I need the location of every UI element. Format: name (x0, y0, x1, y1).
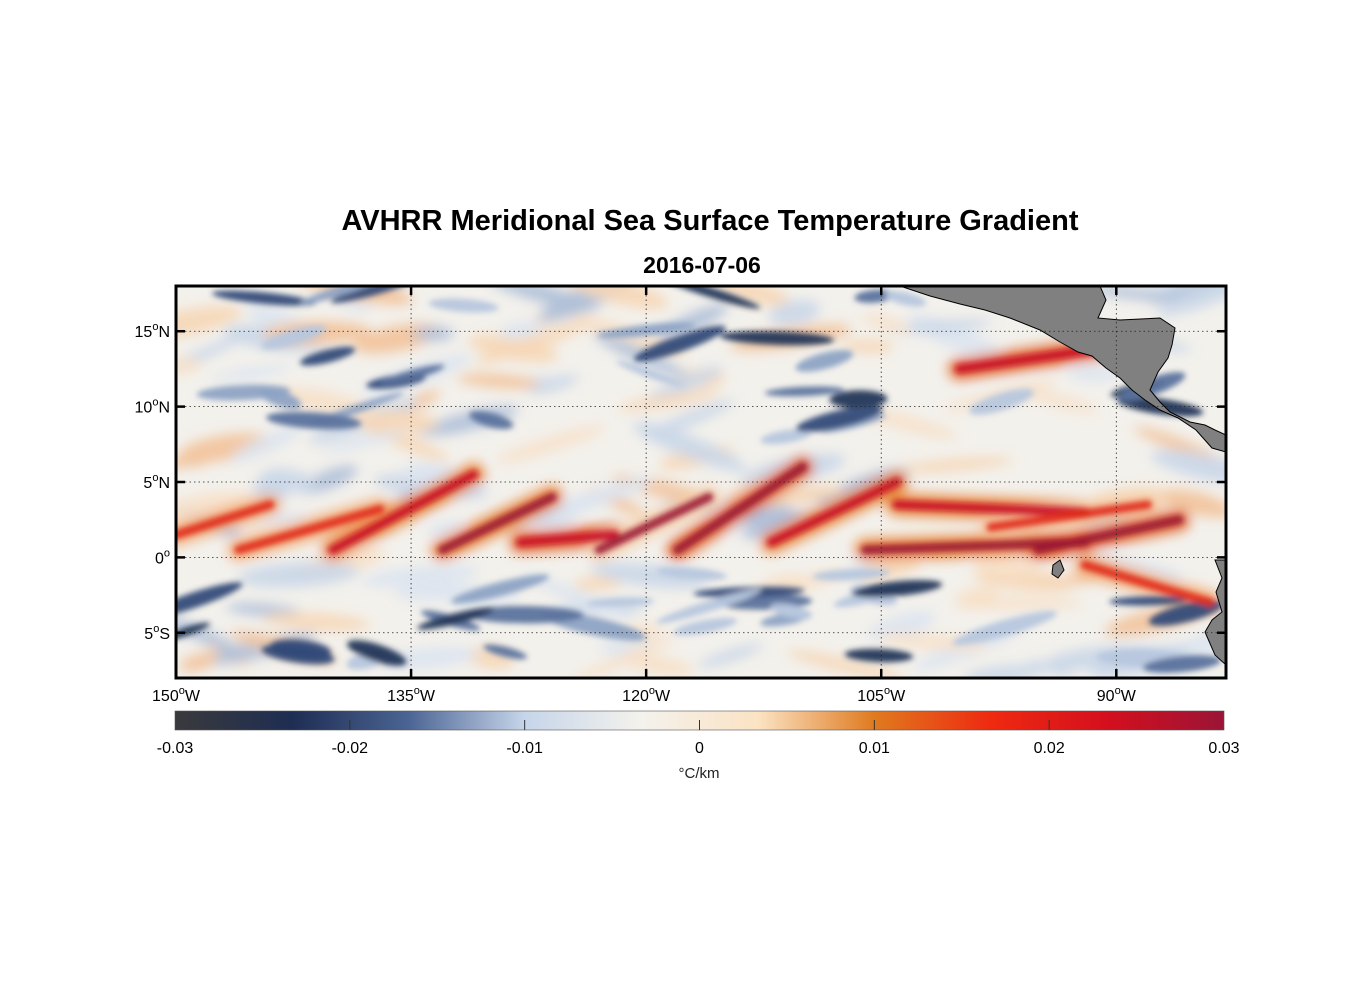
colorbar-tick-label: 0.01 (858, 740, 890, 757)
map-axis-labels: 150oW 135oW 120oW 105oW 90oW 15oN 10oN 5oN 0o 5oS (135, 321, 1137, 705)
lat-tick-label: 0o (155, 547, 170, 567)
lon-tick-label: 135oW (387, 685, 436, 705)
colorbar-tick-label: 0.03 (1208, 740, 1240, 757)
colorbar-tick-label: -0.03 (156, 740, 194, 757)
lon-tick-label: 90oW (1097, 685, 1137, 705)
colorbar-tick-label: 0 (695, 740, 704, 757)
colorbar-tick-label: -0.01 (506, 740, 543, 757)
lat-tick-label: 15oN (135, 321, 170, 341)
colorbar-units: °C/km (678, 765, 720, 782)
colorbar (174, 710, 1225, 731)
lon-tick-label: 105oW (857, 685, 906, 705)
map-subtitle-date: 2016-07-06 (643, 252, 761, 278)
colorbar-tick-label: 0.02 (1033, 740, 1065, 757)
lat-tick-label: 5oN (143, 472, 170, 492)
land-mass-central-america (899, 286, 1226, 666)
lon-tick-label: 120oW (622, 685, 671, 705)
sst-gradient-field (176, 286, 1226, 678)
colorbar-tick-label: -0.02 (331, 740, 369, 757)
lon-tick-label: 150oW (152, 685, 201, 705)
lat-tick-label: 10oN (135, 397, 170, 417)
lat-tick-label: 5oS (144, 623, 170, 643)
map-title: AVHRR Meridional Sea Surface Temperature… (341, 205, 1079, 237)
map-axis-ticks (174, 286, 1226, 678)
